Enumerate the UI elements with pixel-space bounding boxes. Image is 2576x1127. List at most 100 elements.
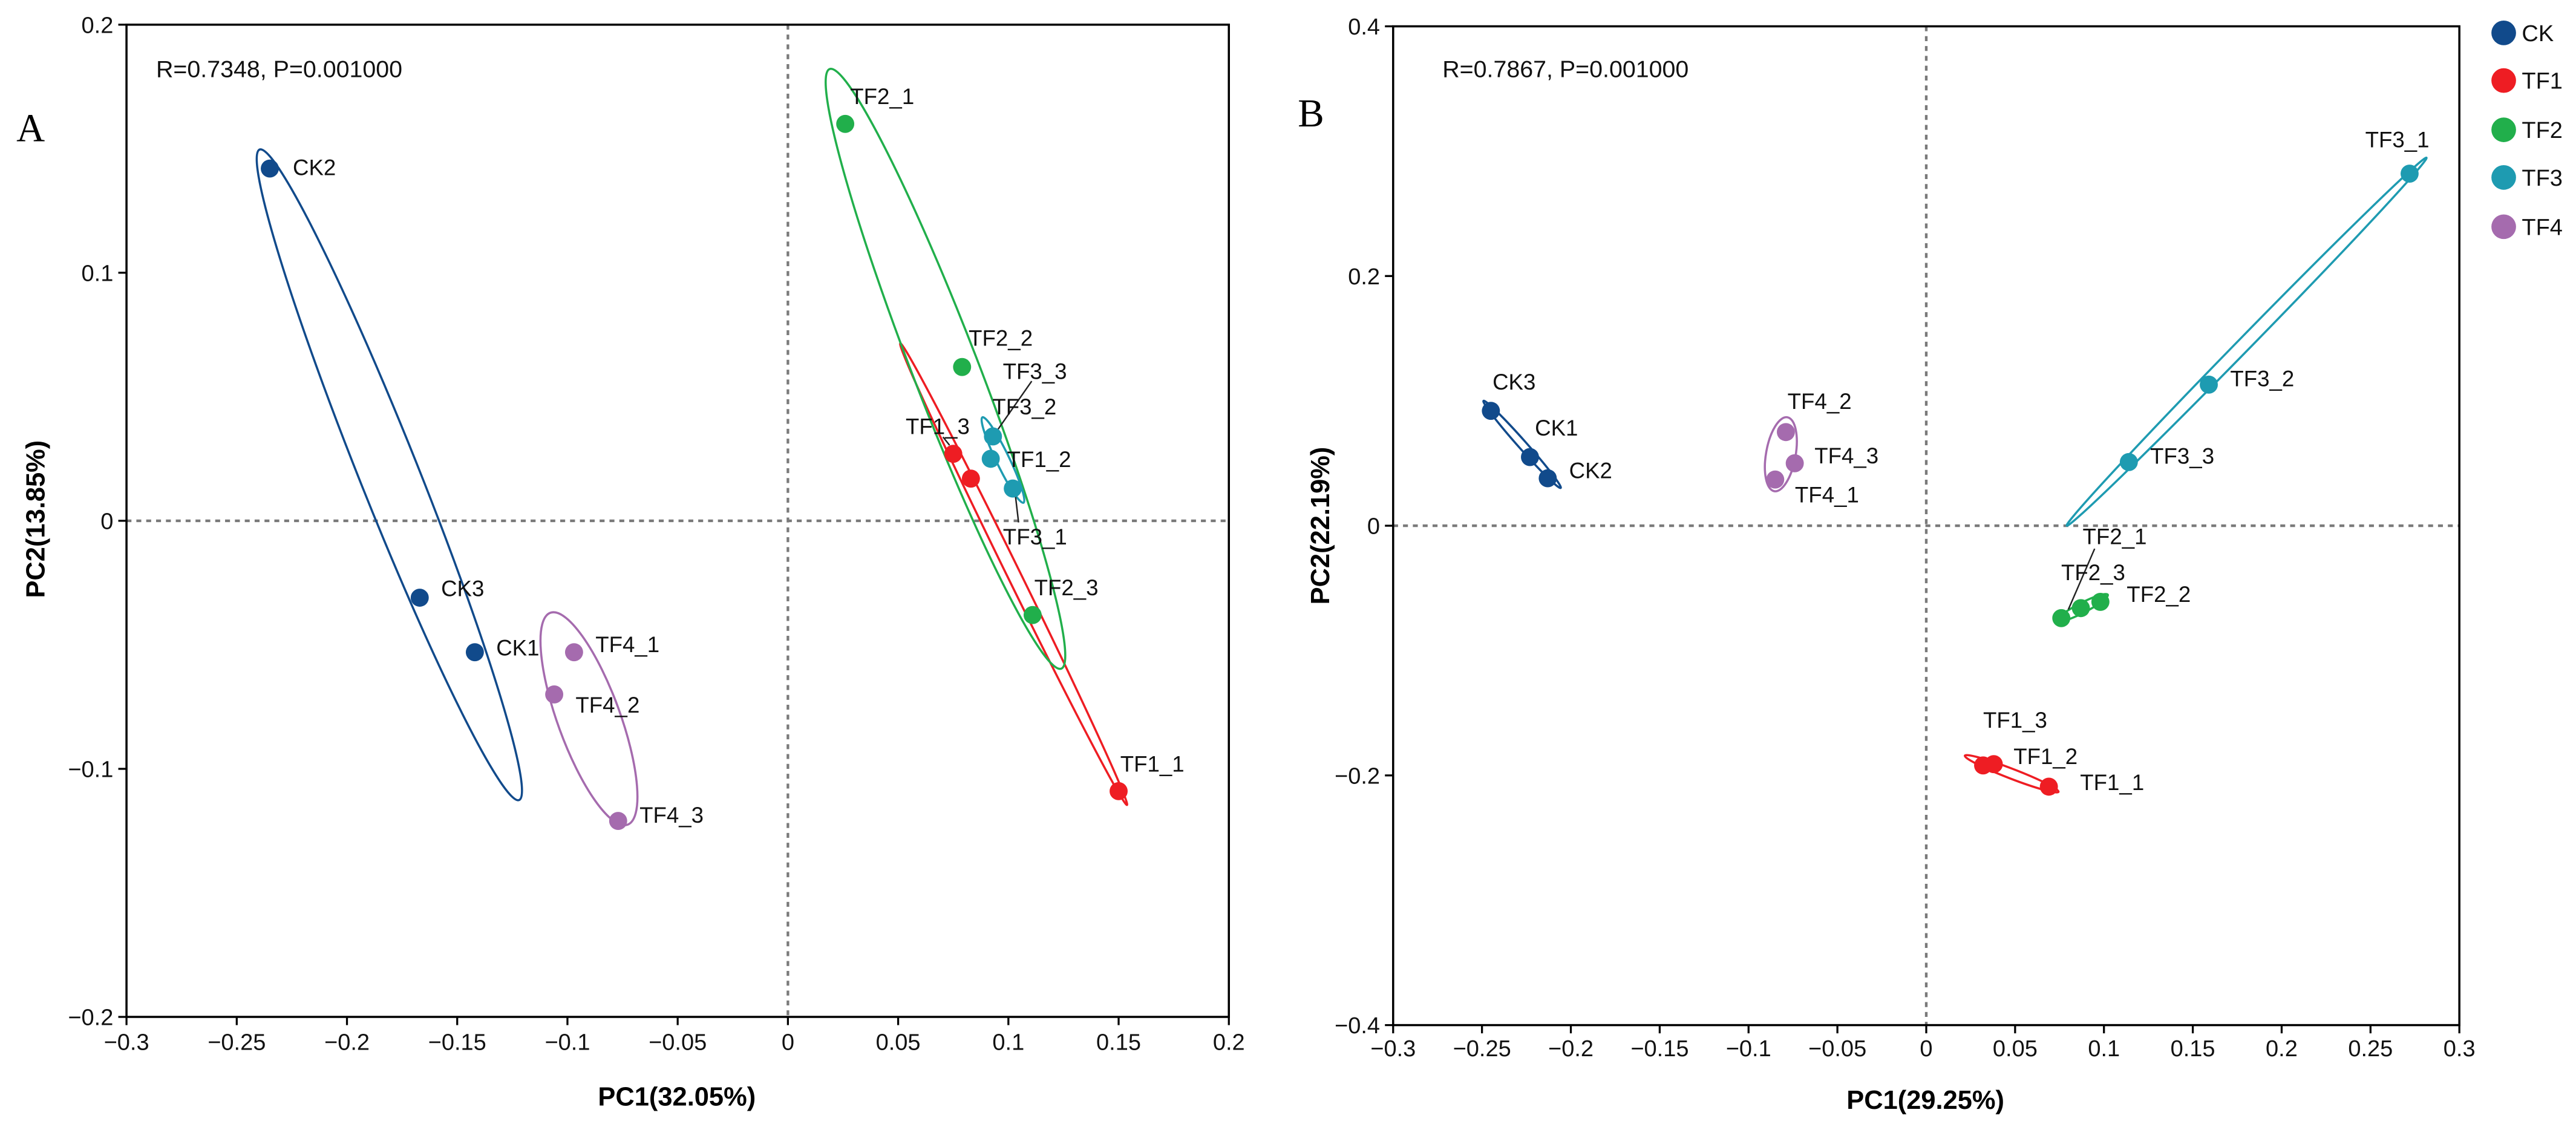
point-label-tf1-2: TF1_2 xyxy=(2013,744,2077,769)
x-tick-label: 0.1 xyxy=(2088,1036,2120,1062)
point-tf1-3 xyxy=(944,445,963,463)
label-leader-line xyxy=(942,436,950,446)
x-tick-label: 0.05 xyxy=(876,1030,921,1055)
legend: CK TF1 TF2 TF3 TF4 xyxy=(2491,21,2563,240)
point-tf3-2 xyxy=(2200,375,2218,394)
point-label-tf1-1: TF1_1 xyxy=(1120,751,1185,776)
y-tick-label: 0.2 xyxy=(82,13,114,38)
x-tick-label: −0.2 xyxy=(1548,1036,1594,1062)
stat-annotation: R=0.7348, P=0.001000 xyxy=(156,56,402,83)
label-leader-line xyxy=(996,381,1033,431)
plot-area-a: −0.3 −0.25 −0.2 −0.15 −0.1 −0.05 0 0.05 0.1 0.15 0… xyxy=(68,13,1244,1055)
x-tick-label: 0.2 xyxy=(1213,1030,1245,1055)
y-tick-label: 0 xyxy=(100,509,113,534)
ellipse-tf1 xyxy=(1963,754,2060,794)
point-label-tf3-3: TF3_3 xyxy=(2150,444,2214,469)
point-label-ck2: CK2 xyxy=(1569,459,1612,483)
point-ck3 xyxy=(410,589,429,607)
point-label-ck3: CK3 xyxy=(1492,370,1535,394)
point-label-tf2-3: TF2_3 xyxy=(1035,575,1099,600)
x-tick-label: 0.3 xyxy=(2444,1036,2476,1062)
point-tf1-3 xyxy=(1974,756,1992,775)
x-tick-label: −0.15 xyxy=(428,1030,486,1055)
point-tf1-1 xyxy=(1110,782,1128,800)
y-tick-label: −0.1 xyxy=(68,757,113,783)
panel-letter: B xyxy=(1298,92,1324,136)
point-label-tf4-3: TF4_3 xyxy=(1814,443,1878,468)
legend-swatch xyxy=(2491,21,2516,45)
legend-item-tf4: TF4 xyxy=(2491,214,2563,240)
point-tf1-1 xyxy=(2039,777,2058,796)
point-label-tf3-1: TF3_1 xyxy=(1003,524,1067,549)
point-label-ck2: CK2 xyxy=(293,155,336,180)
point-label-tf4-2: TF4_2 xyxy=(575,693,639,717)
x-tick-label: −0.1 xyxy=(544,1030,590,1055)
point-tf2-1 xyxy=(836,114,855,133)
point-label-tf2-2: TF2_2 xyxy=(969,325,1033,350)
point-tf1-2 xyxy=(961,469,980,488)
point-tf4-2 xyxy=(1777,423,1795,442)
legend-swatch xyxy=(2491,117,2516,142)
x-tick-label: −0.25 xyxy=(1453,1036,1511,1062)
x-tick-label: 0.25 xyxy=(2348,1036,2393,1062)
point-label-tf3-1: TF3_1 xyxy=(2365,128,2430,152)
point-tf2-1 xyxy=(2052,609,2071,627)
point-label-tf4-1: TF4_1 xyxy=(1795,483,1859,508)
point-label-tf1-1: TF1_1 xyxy=(2080,770,2144,795)
x-tick-label: −0.05 xyxy=(649,1030,707,1055)
legend-label: TF2 xyxy=(2522,118,2563,143)
legend-swatch xyxy=(2491,68,2516,93)
point-label-tf4-1: TF4_1 xyxy=(595,632,659,657)
x-axis-title: PC1(32.05%) xyxy=(598,1083,756,1112)
legend-label: TF4 xyxy=(2522,215,2563,240)
point-tf3-1 xyxy=(2401,165,2419,183)
ellipse-tf2 xyxy=(825,67,1067,670)
point-label-tf1-3: TF1_3 xyxy=(906,414,970,439)
ellipse-tf3 xyxy=(2065,156,2428,527)
legend-label: CK xyxy=(2522,21,2554,47)
legend-item-ck: CK xyxy=(2491,21,2554,47)
point-label-tf4-3: TF4_3 xyxy=(639,803,704,828)
legend-label: TF3 xyxy=(2522,166,2563,191)
point-ck3 xyxy=(1482,402,1500,420)
plot-area-b: −0.3 −0.25 −0.2 −0.15 −0.1 −0.05 0 0.05 0.1 0.15 0… xyxy=(1335,15,2476,1062)
point-label-tf1-2: TF1_2 xyxy=(1007,447,1071,472)
x-tick-label: −0.3 xyxy=(104,1030,149,1055)
label-leader-line xyxy=(2067,548,2096,610)
stat-annotation: R=0.7867, P=0.001000 xyxy=(1442,56,1688,83)
point-ck1 xyxy=(1521,448,1539,466)
point-label-tf1-3: TF1_3 xyxy=(1983,708,2047,733)
x-tick-label: −0.1 xyxy=(1726,1036,1771,1062)
legend-swatch xyxy=(2491,214,2516,240)
x-tick-label: −0.05 xyxy=(1808,1036,1866,1062)
x-tick-label: −0.2 xyxy=(324,1030,370,1055)
x-tick-label: 0 xyxy=(782,1030,794,1055)
y-axis-title: PC2(13.85%) xyxy=(21,440,50,598)
y-tick-label: 0.4 xyxy=(1348,15,1380,40)
panel-a: A −0.3 −0.25 −0.2 −0.15 −0.1 −0.05 0 0.05 0.1 0.1… xyxy=(16,13,1244,1111)
point-label-ck1: CK1 xyxy=(1535,416,1578,440)
y-axis-title: PC2(22.19%) xyxy=(1306,447,1335,605)
point-label-tf2-1: TF2_1 xyxy=(850,84,914,109)
x-tick-label: 0.15 xyxy=(1096,1030,1141,1055)
legend-item-tf3: TF3 xyxy=(2491,165,2563,191)
y-tick-label: 0 xyxy=(1367,514,1380,540)
point-ck2 xyxy=(261,159,279,178)
point-tf2-2 xyxy=(2091,592,2110,611)
legend-item-tf2: TF2 xyxy=(2491,117,2563,143)
point-tf4-2 xyxy=(545,685,564,704)
point-label-tf2-2: TF2_2 xyxy=(2127,582,2191,607)
point-label-tf2-1: TF2_1 xyxy=(2083,524,2147,549)
legend-item-tf1: TF1 xyxy=(2491,68,2563,94)
point-label-tf3-3: TF3_3 xyxy=(1003,359,1067,384)
panel-b: B −0.3 −0.25 −0.2 −0.15 −0.1 −0.05 0 0.05 0.1 0.1… xyxy=(1298,15,2475,1115)
point-ck2 xyxy=(1538,469,1557,488)
point-ck1 xyxy=(465,643,484,662)
point-tf4-1 xyxy=(1766,470,1785,489)
point-tf2-3 xyxy=(1023,606,1042,624)
point-label-tf4-2: TF4_2 xyxy=(1788,389,1852,414)
point-label-ck1: CK1 xyxy=(496,636,539,661)
point-tf3-3 xyxy=(984,427,1002,446)
